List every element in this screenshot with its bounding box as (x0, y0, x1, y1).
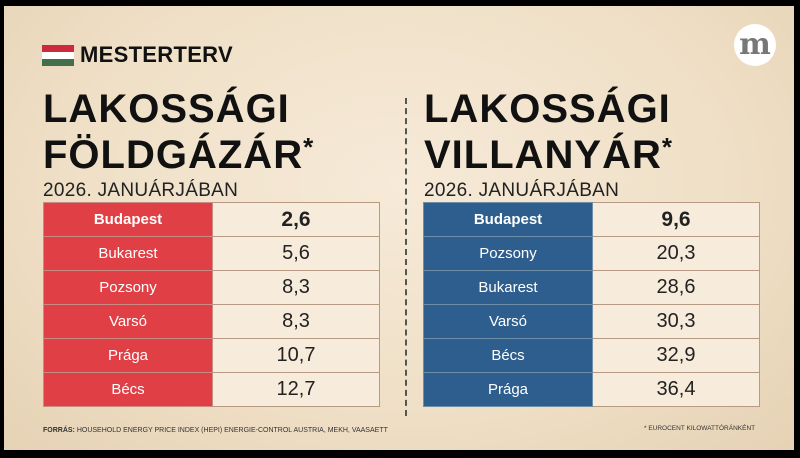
city-cell: Budapest (423, 202, 593, 237)
source-note: FORRÁS: HOUSEHOLD ENERGY PRICE INDEX (HE… (43, 427, 388, 434)
city-cell: Varsó (423, 304, 593, 339)
electricity-heading: LAKOSSÁGI VILLANYÁR* 2026. JANUÁRJÁBAN (424, 86, 673, 202)
table-row: Bukarest 28,6 (423, 270, 760, 305)
table-row: Budapest 2,6 (43, 202, 380, 237)
value-cell: 8,3 (212, 304, 380, 339)
table-row: Bécs 12,7 (43, 372, 380, 407)
table-row: Prága 36,4 (423, 372, 760, 407)
value-cell: 9,6 (592, 202, 760, 237)
value-cell: 12,7 (212, 372, 380, 407)
value-cell: 32,9 (592, 338, 760, 373)
city-cell: Bukarest (43, 236, 213, 271)
unit-footnote: * EUROCENT KILOWATTÓRÁNKÉNT (644, 425, 756, 432)
electricity-price-table: Budapest 9,6 Pozsony 20,3 Bukarest 28,6 Var… (423, 202, 760, 407)
city-cell: Bukarest (423, 270, 593, 305)
column-divider (405, 98, 407, 416)
table-row: Budapest 9,6 (423, 202, 760, 237)
table-row: Pozsony 8,3 (43, 270, 380, 305)
city-cell: Bécs (43, 372, 213, 407)
m-logo-icon: m (734, 24, 776, 66)
gas-title-line2: FÖLDGÁZÁR* (43, 132, 315, 177)
city-cell: Varsó (43, 304, 213, 339)
gas-title: LAKOSSÁGI FÖLDGÁZÁR* (43, 86, 314, 178)
value-cell: 2,6 (212, 202, 380, 237)
electricity-title-line1: LAKOSSÁGI (424, 87, 671, 131)
gas-heading: LAKOSSÁGI FÖLDGÁZÁR* 2026. JANUÁRJÁBAN (43, 86, 314, 202)
brand-name: MESTERTERV (80, 42, 233, 67)
gas-price-table: Budapest 2,6 Bukarest 5,6 Pozsony 8,3 Varsó… (43, 202, 380, 407)
gas-title-line1: LAKOSSÁGI (43, 87, 290, 131)
value-cell: 8,3 (212, 270, 380, 305)
table-row: Prága 10,7 (43, 338, 380, 373)
table-row: Varsó 8,3 (43, 304, 380, 339)
city-cell: Pozsony (423, 236, 593, 271)
table-row: Pozsony 20,3 (423, 236, 760, 271)
electricity-title-line2: VILLANYÁR* (424, 132, 674, 177)
value-cell: 10,7 (212, 338, 380, 373)
brand-header: MESTERTERV (42, 42, 233, 68)
city-cell: Budapest (43, 202, 213, 237)
table-row: Bukarest 5,6 (43, 236, 380, 271)
city-cell: Prága (43, 338, 213, 373)
value-cell: 20,3 (592, 236, 760, 271)
value-cell: 28,6 (592, 270, 760, 305)
electricity-subtitle: 2026. JANUÁRJÁBAN (424, 180, 620, 201)
city-cell: Bécs (423, 338, 593, 373)
hungarian-flag-icon (42, 44, 74, 66)
value-cell: 36,4 (592, 372, 760, 407)
value-cell: 5,6 (212, 236, 380, 271)
gas-subtitle: 2026. JANUÁRJÁBAN (43, 180, 239, 201)
electricity-title: LAKOSSÁGI VILLANYÁR* (424, 86, 673, 178)
logo-letter: m (739, 27, 771, 62)
infographic-card: MESTERTERV m LAKOSSÁGI FÖLDGÁZÁR* 2026. … (4, 6, 794, 450)
table-row: Bécs 32,9 (423, 338, 760, 373)
city-cell: Prága (423, 372, 593, 407)
value-cell: 30,3 (592, 304, 760, 339)
city-cell: Pozsony (43, 270, 213, 305)
table-row: Varsó 30,3 (423, 304, 760, 339)
